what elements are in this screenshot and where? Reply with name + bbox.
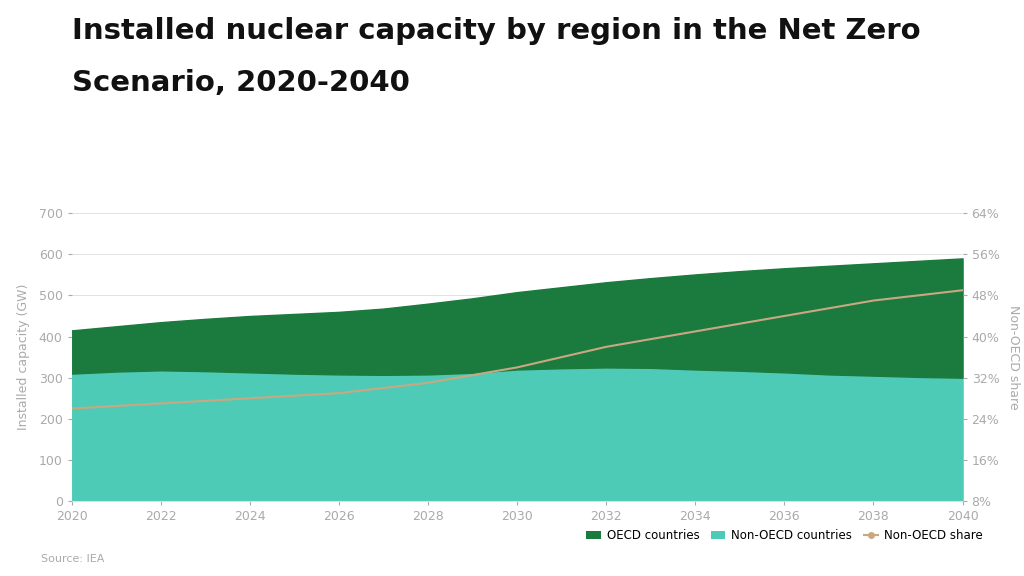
Text: Scenario, 2020-2040: Scenario, 2020-2040 — [72, 69, 410, 97]
Y-axis label: Installed capacity (GW): Installed capacity (GW) — [17, 284, 31, 430]
Y-axis label: Non-OECD share: Non-OECD share — [1008, 305, 1020, 410]
Text: Installed nuclear capacity by region in the Net Zero: Installed nuclear capacity by region in … — [72, 17, 921, 46]
Legend: OECD countries, Non-OECD countries, Non-OECD share: OECD countries, Non-OECD countries, Non-… — [582, 525, 987, 547]
Text: Source: IEA: Source: IEA — [41, 555, 104, 564]
